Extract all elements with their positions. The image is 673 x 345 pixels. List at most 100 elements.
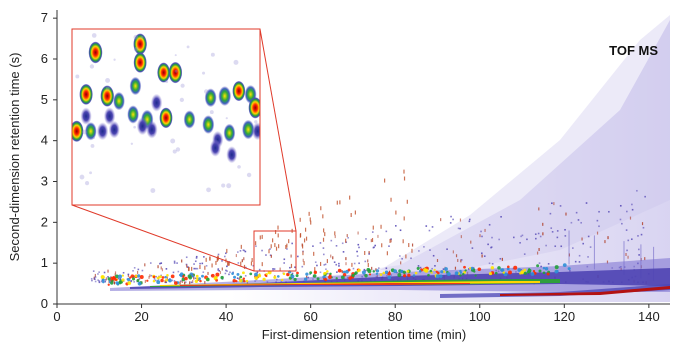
band-peak xyxy=(530,272,535,276)
peak-mark xyxy=(500,215,502,218)
main-band-red xyxy=(180,283,470,286)
band-peak xyxy=(110,276,114,280)
peak-mark xyxy=(165,268,168,270)
peak-mark xyxy=(364,250,366,255)
peak-mark xyxy=(238,278,240,280)
band-peak xyxy=(165,278,169,282)
band-peak xyxy=(137,281,142,286)
peak-mark xyxy=(279,267,281,271)
peak-mark xyxy=(303,261,305,266)
inset-peak xyxy=(133,33,148,55)
peak-mark xyxy=(559,205,562,207)
inset-peak xyxy=(209,139,221,157)
peak-mark xyxy=(223,255,226,258)
peak-mark xyxy=(333,261,336,264)
y-axis-title: Second-dimension retention time (s) xyxy=(7,53,22,262)
x-tick-label: 120 xyxy=(553,309,575,324)
peak-mark xyxy=(319,271,322,274)
inset-speck xyxy=(92,137,95,140)
peak-mark xyxy=(549,212,552,215)
peak-mark xyxy=(314,261,317,264)
peak-mark xyxy=(431,226,434,228)
inset-peak xyxy=(100,85,115,107)
band-peak xyxy=(316,277,320,281)
peak-mark xyxy=(199,265,201,270)
peak-mark xyxy=(364,269,367,272)
peak-mark xyxy=(187,266,189,268)
peak-mark xyxy=(274,230,277,235)
peak-mark xyxy=(258,268,261,271)
peak-mark xyxy=(241,259,243,263)
peak-mark xyxy=(330,239,333,242)
inset-speck xyxy=(172,149,177,154)
peak-mark xyxy=(399,229,402,232)
peak-mark xyxy=(141,269,144,272)
peak-mark xyxy=(255,241,257,246)
peak-mark xyxy=(526,238,528,241)
peak-mark xyxy=(575,211,578,214)
inset-peak xyxy=(96,122,109,141)
peak-mark xyxy=(325,268,327,271)
band-peak xyxy=(454,271,459,276)
peak-mark xyxy=(237,262,240,264)
peak-mark xyxy=(190,281,193,284)
peak-mark xyxy=(353,262,356,265)
peak-mark xyxy=(107,269,109,273)
peak-mark xyxy=(155,275,157,278)
peak-mark xyxy=(327,272,329,275)
peak-mark xyxy=(345,262,347,266)
peak-mark xyxy=(534,233,537,236)
peak-mark xyxy=(556,236,559,239)
peak-mark xyxy=(467,268,470,270)
inset-peak xyxy=(146,120,158,139)
band-peak xyxy=(542,266,546,270)
peak-mark xyxy=(596,219,599,222)
peak-mark xyxy=(226,265,228,268)
peak-mark xyxy=(133,281,135,283)
peak-mark xyxy=(403,216,405,221)
peak-mark xyxy=(211,263,213,268)
peak-mark xyxy=(91,279,93,282)
peak-mark xyxy=(638,254,640,256)
peak-mark xyxy=(181,259,183,263)
peak-mark xyxy=(285,244,287,249)
peak-mark xyxy=(291,242,293,245)
inset-speck xyxy=(246,172,252,178)
inset-peak xyxy=(226,146,238,164)
peak-mark xyxy=(570,221,573,224)
band-peak xyxy=(477,267,482,272)
peak-mark xyxy=(578,254,581,257)
peak-mark xyxy=(395,210,397,215)
peak-mark xyxy=(629,216,632,220)
x-tick-label: 60 xyxy=(303,309,317,324)
inset-speck xyxy=(237,165,241,169)
inset-peak xyxy=(183,110,196,129)
peak-mark xyxy=(341,242,344,245)
peak-mark xyxy=(114,271,117,275)
peak-mark xyxy=(117,277,120,280)
band-peak xyxy=(313,270,318,275)
peak-mark xyxy=(228,273,230,276)
band-peak xyxy=(170,274,175,279)
peak-mark xyxy=(582,242,585,245)
band-peak xyxy=(254,276,259,280)
peak-mark xyxy=(371,231,374,233)
peak-mark xyxy=(345,238,347,243)
peak-mark xyxy=(371,237,374,242)
peak-mark xyxy=(403,169,405,174)
peak-mark xyxy=(251,258,253,263)
peak-mark xyxy=(598,225,600,228)
peak-mark xyxy=(244,275,247,277)
peak-mark xyxy=(625,229,628,231)
peak-mark xyxy=(310,220,312,225)
band-peak xyxy=(407,273,411,277)
peak-mark xyxy=(130,279,133,282)
band-peak xyxy=(446,272,451,277)
peak-mark xyxy=(410,257,412,260)
zoom-box xyxy=(253,230,297,272)
peak-mark xyxy=(644,257,646,261)
inset-speck xyxy=(206,187,211,193)
y-tick-label: 2 xyxy=(41,214,48,229)
band-peak xyxy=(280,278,284,282)
peak-mark xyxy=(460,235,462,239)
